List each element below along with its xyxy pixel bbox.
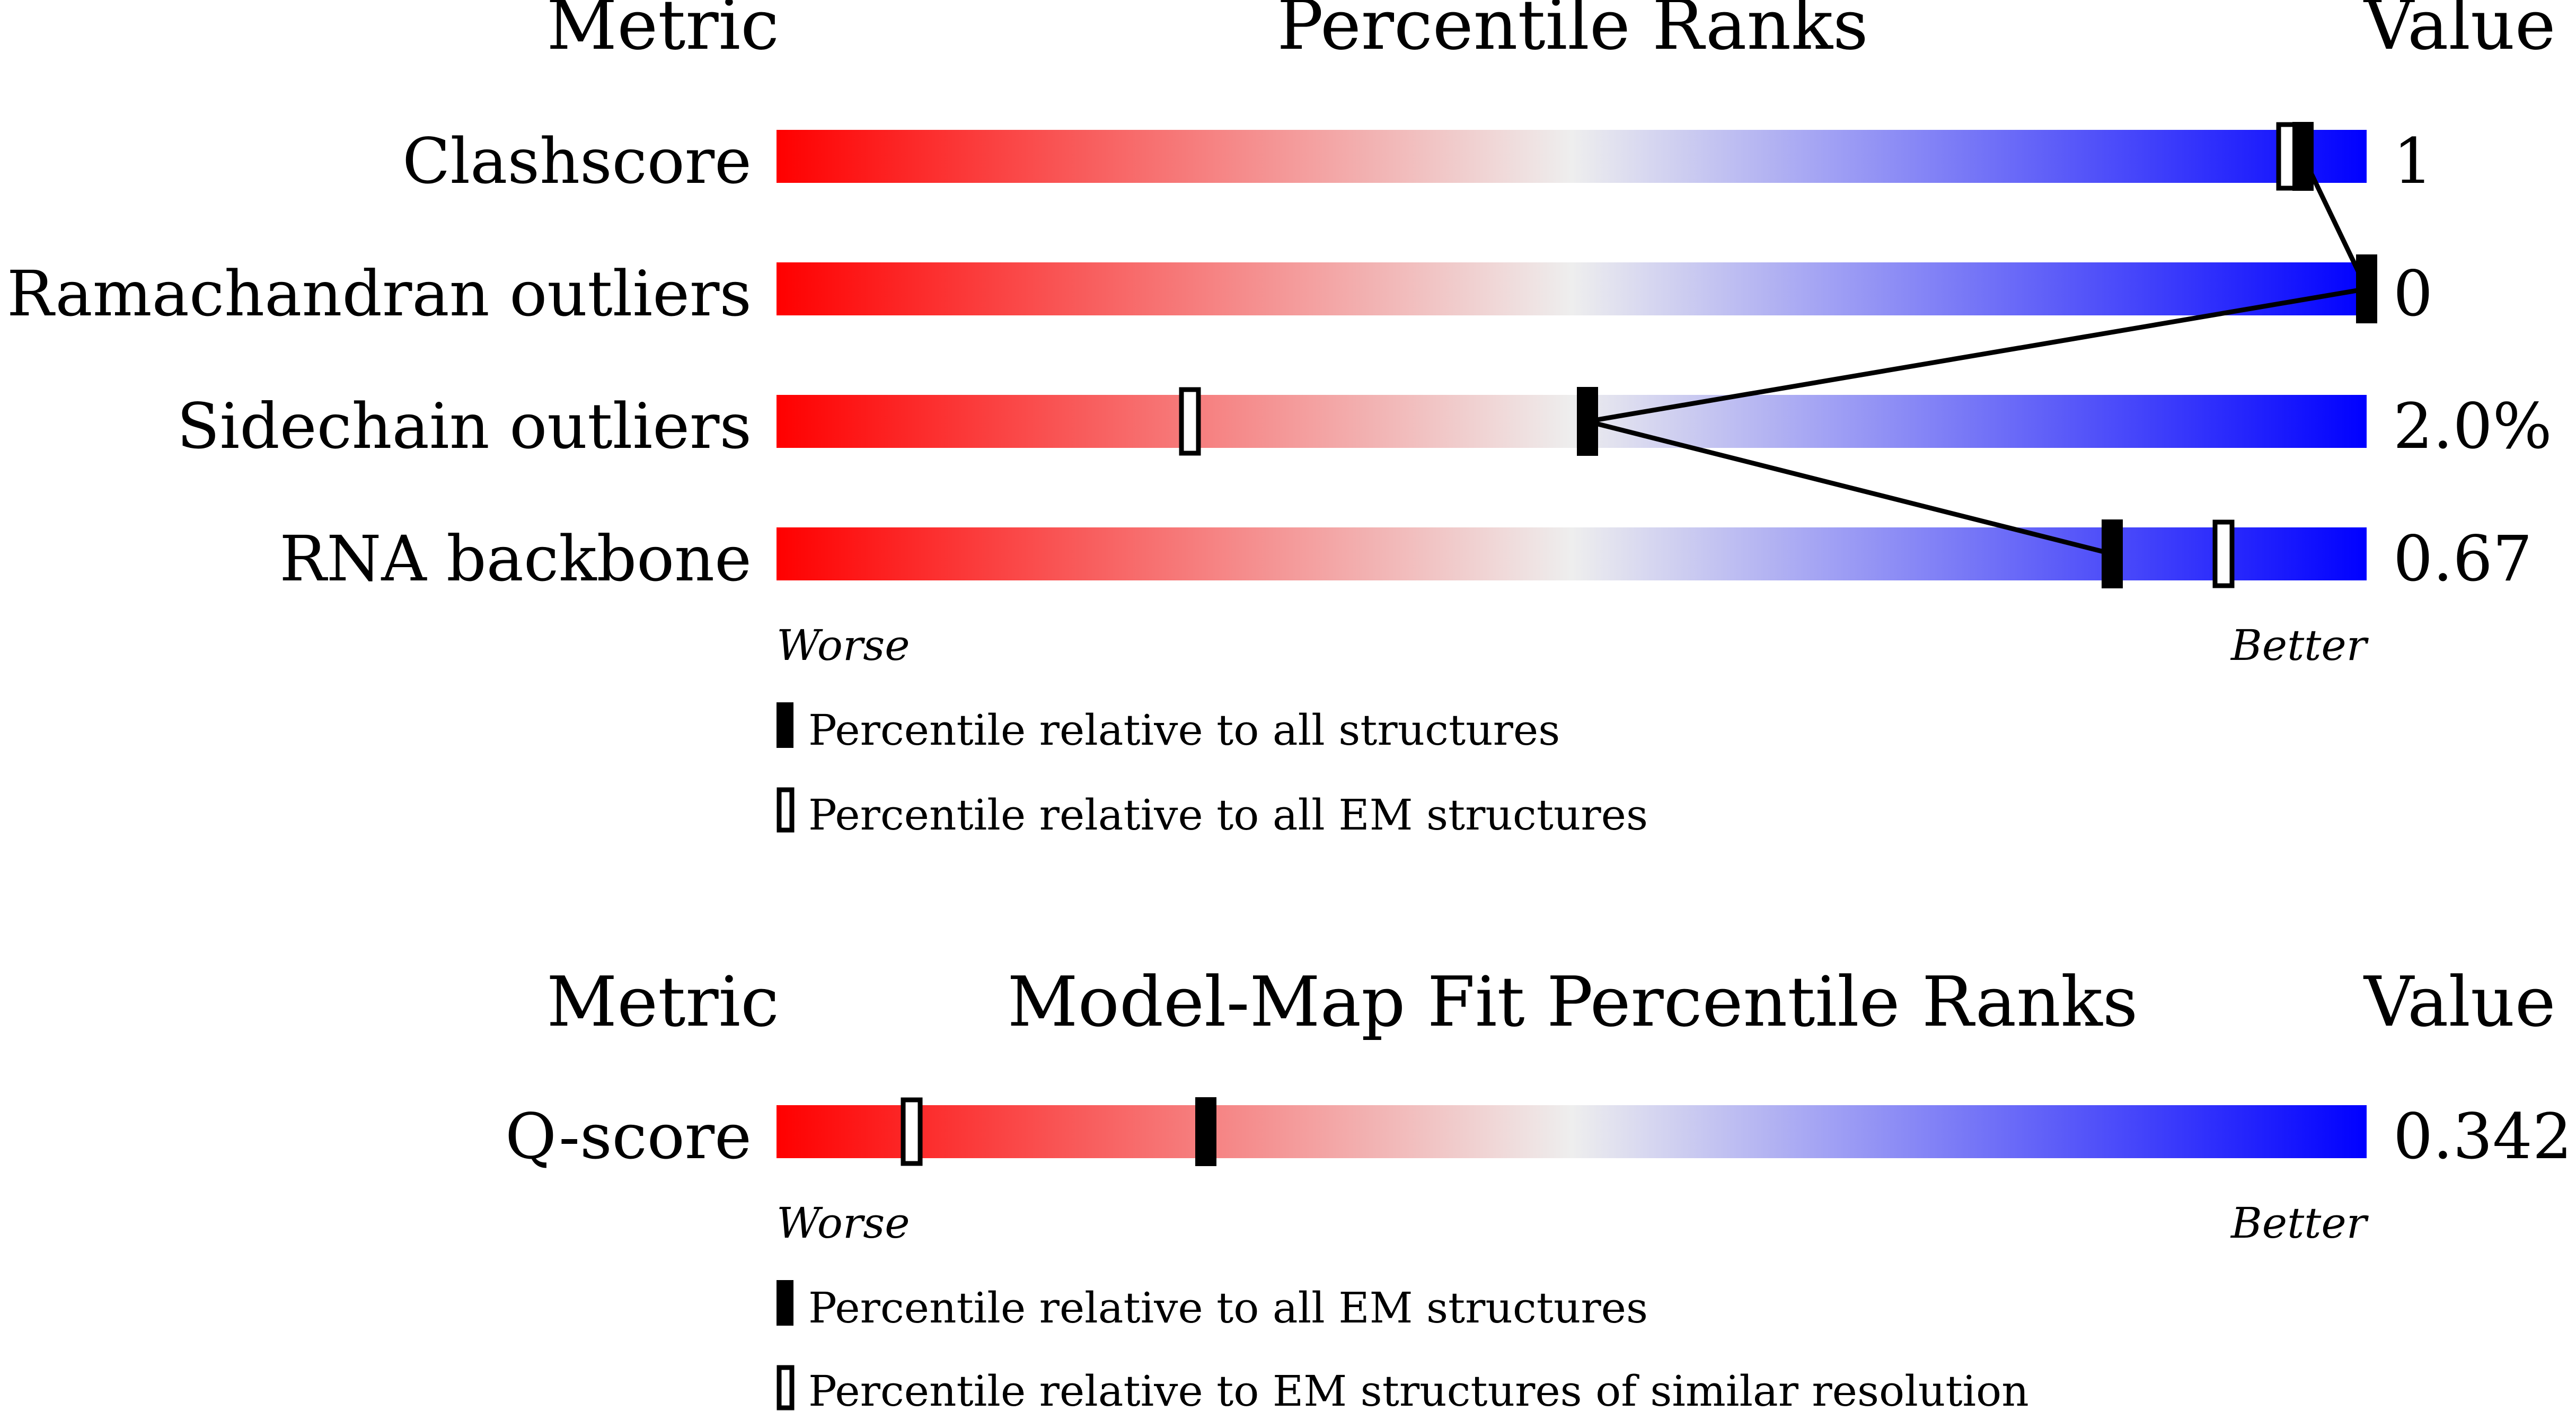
percentile-bar bbox=[777, 527, 2367, 580]
legend-text-all-em-structures: Percentile relative to all EM structures bbox=[808, 1283, 1648, 1333]
value-header: Value bbox=[2363, 0, 2556, 65]
all-percentile-marker bbox=[2292, 122, 2314, 191]
percentile-bar bbox=[777, 395, 2367, 448]
all-percentile-marker bbox=[1577, 387, 1598, 456]
legend-open-marker bbox=[777, 1365, 795, 1410]
percentile-bar bbox=[777, 130, 2367, 183]
panel-title: Model-Map Fit Percentile Ranks bbox=[1008, 962, 2138, 1042]
better-label: Better bbox=[2230, 621, 2369, 670]
legend-filled-marker bbox=[777, 1280, 793, 1326]
legend-open-marker bbox=[777, 787, 795, 833]
value-header: Value bbox=[2363, 962, 2556, 1042]
legend-text-all-structures: Percentile relative to all structures bbox=[808, 706, 1560, 755]
metric-row-q-score: Q-score 0.342 bbox=[505, 1100, 2572, 1173]
worse-label: Worse bbox=[777, 1198, 910, 1248]
metric-value: 1 bbox=[2393, 125, 2433, 198]
metric-header: Metric bbox=[546, 0, 779, 65]
panel-percentile-ranks: Metric Percentile Ranks Value Clashscore… bbox=[7, 0, 2556, 840]
panel-title: Percentile Ranks bbox=[1277, 0, 1868, 65]
percentile-connector-line bbox=[1586, 155, 2370, 557]
metric-label: Q-score bbox=[505, 1100, 752, 1173]
percentile-bar bbox=[777, 262, 2367, 315]
metric-label: Clashscore bbox=[402, 125, 752, 198]
legend-text-em-structures: Percentile relative to all EM structures bbox=[808, 790, 1648, 840]
metric-label: RNA backbone bbox=[279, 522, 752, 595]
all-percentile-marker bbox=[2102, 519, 2123, 588]
metric-value: 0 bbox=[2393, 257, 2433, 330]
all-percentile-marker bbox=[2356, 254, 2377, 323]
better-label: Better bbox=[2230, 1198, 2369, 1248]
metric-row-sidechain-outliers: Sidechain outliers 2.0% bbox=[177, 390, 2552, 463]
worse-label: Worse bbox=[777, 621, 910, 670]
metric-row-rna-backbone: RNA backbone 0.67 bbox=[279, 522, 2532, 595]
metric-value: 0.342 bbox=[2393, 1100, 2572, 1173]
em-percentile-marker bbox=[2212, 519, 2235, 588]
metric-header: Metric bbox=[546, 962, 779, 1042]
legend-text-similar-resolution: Percentile relative to EM structures of … bbox=[808, 1366, 2029, 1411]
metric-row-ramachandran-outliers: Ramachandran outliers 0 bbox=[7, 257, 2433, 330]
metric-label: Ramachandran outliers bbox=[7, 257, 752, 330]
legend: Percentile relative to all structures Pe… bbox=[777, 702, 1648, 840]
percentile-bar bbox=[777, 1105, 2367, 1158]
em-percentile-marker bbox=[1179, 387, 1201, 456]
legend-filled-marker bbox=[777, 702, 793, 748]
metric-value: 2.0% bbox=[2393, 390, 2552, 463]
all-percentile-marker bbox=[1195, 1097, 1216, 1166]
metric-label: Sidechain outliers bbox=[177, 390, 752, 463]
metric-row-clashscore: Clashscore 1 bbox=[402, 125, 2433, 198]
legend: Percentile relative to all EM structures… bbox=[777, 1280, 2029, 1411]
em-percentile-marker bbox=[901, 1097, 923, 1166]
percentile-markers bbox=[1179, 122, 2377, 588]
panel-model-map-fit: Metric Model-Map Fit Percentile Ranks Va… bbox=[505, 962, 2572, 1411]
metric-value: 0.67 bbox=[2393, 522, 2533, 595]
percentile-markers bbox=[901, 1097, 1216, 1166]
